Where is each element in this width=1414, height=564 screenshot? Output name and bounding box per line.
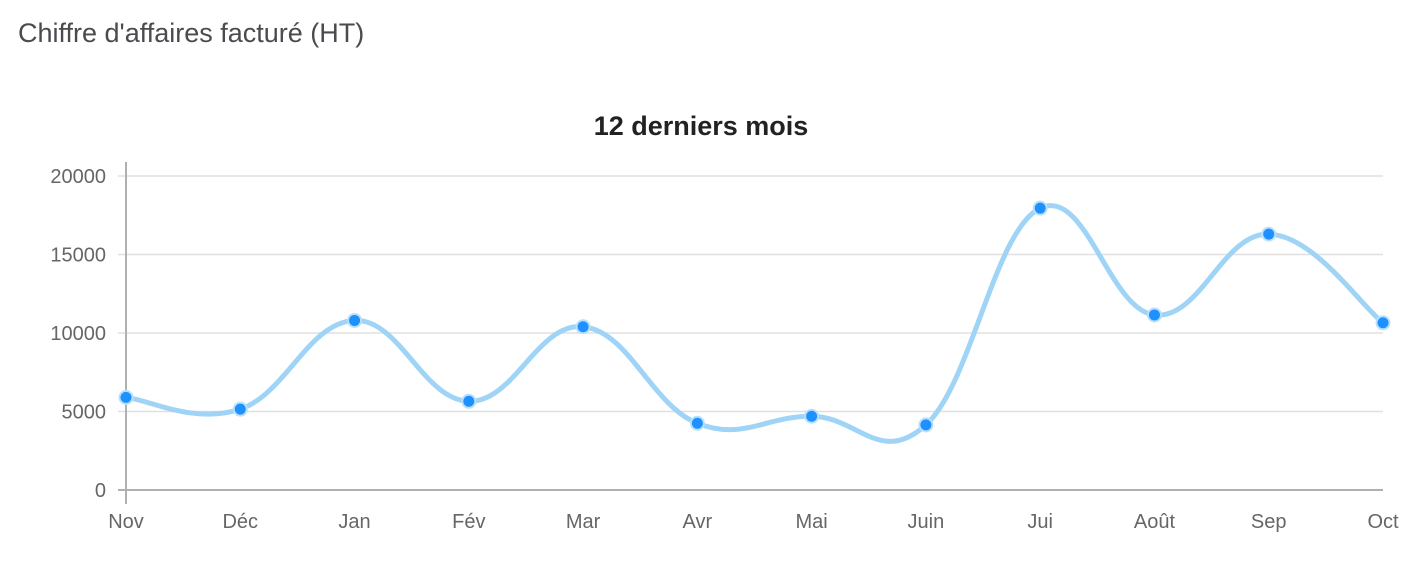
y-tick-label: 10000 (50, 323, 106, 345)
data-point-oct[interactable] (1375, 315, 1391, 331)
data-point-nov[interactable] (118, 389, 134, 405)
x-tick-label: Fév (452, 511, 485, 533)
y-tick-label: 20000 (50, 166, 106, 188)
data-point-sep[interactable] (1261, 226, 1277, 242)
y-tick-label: 15000 (50, 245, 106, 267)
chart-gridlines (118, 175, 1383, 491)
x-tick-label: Nov (108, 511, 144, 533)
y-axis: 0 5000 10000 15000 20000 (50, 162, 127, 504)
x-tick-label: Juin (908, 511, 945, 533)
data-point-avr[interactable] (689, 415, 705, 431)
data-point-juin[interactable] (918, 417, 934, 433)
page-heading: Chiffre d'affaires facturé (HT) (18, 18, 365, 48)
y-tick-label: 0 (95, 480, 106, 502)
x-tick-label: Mai (796, 511, 828, 533)
data-point-août[interactable] (1146, 307, 1162, 323)
x-tick-label: Mar (566, 511, 601, 533)
x-tick-label: Août (1134, 511, 1176, 533)
data-point-déc[interactable] (232, 401, 248, 417)
data-point-fév[interactable] (461, 393, 477, 409)
data-point-jan[interactable] (347, 312, 363, 328)
x-axis: Nov Déc Jan Fév Mar Avr Mai Juin Jui Août Sep Oct (108, 511, 1399, 533)
data-point-mai[interactable] (804, 408, 820, 424)
x-tick-label: Avr (683, 511, 713, 533)
y-tick-label: 5000 (62, 402, 107, 424)
x-tick-label: Sep (1251, 511, 1287, 533)
x-tick-label: Déc (222, 511, 258, 533)
data-points (118, 200, 1391, 433)
chart-title: 12 derniers mois (594, 111, 809, 141)
x-tick-label: Jan (338, 511, 370, 533)
x-tick-label: Oct (1367, 511, 1399, 533)
data-point-mar[interactable] (575, 319, 591, 335)
data-point-jui[interactable] (1032, 200, 1048, 216)
series-line (123, 203, 1386, 444)
x-tick-label: Jui (1027, 511, 1053, 533)
